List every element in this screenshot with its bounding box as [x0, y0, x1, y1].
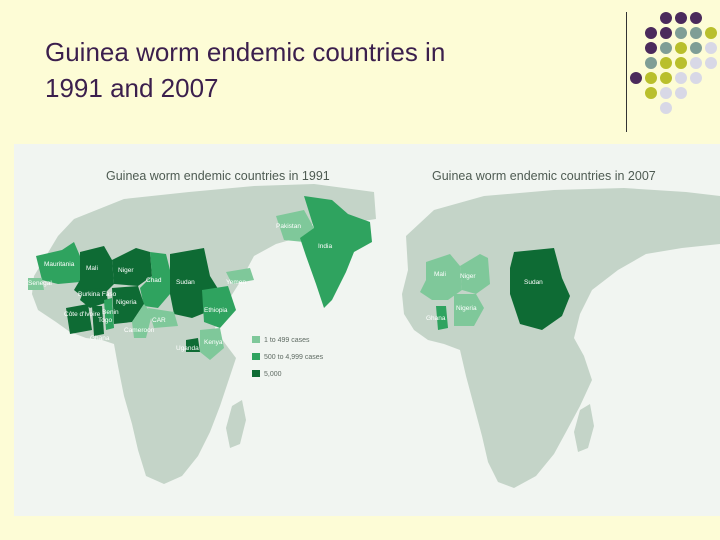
label-cote-divoire: Côte d'Ivoire [64, 311, 101, 318]
country-cameroon-1991 [132, 304, 152, 338]
legend-swatch-3 [252, 370, 260, 377]
legend-1991: 1 to 499 cases 500 to 4,999 cases 5,000 [252, 336, 324, 378]
map-2007: Guinea worm endemic countries in 2007 Ma… [402, 169, 720, 488]
decorative-dot [660, 102, 672, 114]
decorative-dot [645, 72, 657, 84]
country-ghana-2007 [436, 306, 448, 330]
decorative-dot [645, 87, 657, 99]
label-niger: Niger [118, 267, 134, 274]
country-nigeria-2007 [454, 294, 484, 326]
label-uganda: Uganda [176, 345, 199, 352]
decorative-dot [690, 12, 702, 24]
label-nigeria-2007: Nigeria [456, 305, 477, 312]
label-car: CAR [152, 317, 166, 324]
country-mali-2007 [420, 254, 462, 300]
country-mauritania-1991 [36, 242, 80, 284]
label-mauritania: Mauritania [44, 261, 75, 268]
slide-title: Guinea worm endemic countries in 1991 an… [45, 34, 605, 106]
country-kenya-1991 [200, 328, 224, 360]
decorative-dot [705, 42, 717, 54]
decorative-dot [690, 42, 702, 54]
map-1991-title: Guinea worm endemic countries in 1991 [106, 169, 330, 183]
decorative-dot [690, 72, 702, 84]
maps-figure: Guinea worm endemic countries in 1991 [14, 144, 720, 516]
decorative-dot [705, 27, 717, 39]
decorative-dot [660, 72, 672, 84]
map-2007-title: Guinea worm endemic countries in 2007 [432, 169, 656, 183]
decorative-dot [630, 72, 642, 84]
label-sudan: Sudan [176, 279, 195, 286]
country-yemen-1991 [226, 268, 254, 284]
label-nigeria: Nigeria [116, 299, 137, 306]
legend-swatch-1 [252, 336, 260, 343]
label-benin: Benin [102, 309, 119, 316]
country-ghana-1991 [92, 306, 104, 336]
decorative-dot [660, 12, 672, 24]
country-mali-1991 [74, 246, 114, 298]
label-sudan-2007: Sudan [524, 279, 543, 286]
country-sudan-2007 [510, 248, 570, 330]
legend-label-1: 1 to 499 cases [264, 337, 310, 344]
madagascar-1991 [226, 400, 246, 448]
country-india-1991 [300, 196, 372, 308]
label-ethiopia: Ethiopia [204, 307, 228, 314]
country-burkina-1991 [80, 288, 108, 308]
slide-title-line-1: Guinea worm endemic countries in [45, 37, 446, 67]
decorative-dot [675, 57, 687, 69]
label-kenya: Kenya [204, 339, 223, 346]
decorative-dot [675, 87, 687, 99]
decorative-divider [626, 12, 627, 132]
country-ethiopia-1991 [202, 286, 236, 328]
label-mali: Mali [86, 265, 98, 272]
decorative-dot [705, 57, 717, 69]
label-burkina: Burkina Faso [78, 291, 117, 298]
legend-label-3: 5,000 [264, 371, 282, 378]
country-pakistan-1991 [276, 210, 314, 242]
decorative-dot [660, 42, 672, 54]
label-pakistan: Pakistan [276, 223, 301, 230]
label-niger-2007: Niger [460, 273, 476, 280]
country-niger-2007 [460, 254, 490, 294]
decorative-dot [645, 57, 657, 69]
legend-label-2: 500 to 4,999 cases [264, 354, 324, 361]
label-yemen: Yemen [226, 279, 246, 286]
decorative-dot [690, 27, 702, 39]
label-cameroon: Cameroon [124, 327, 155, 334]
decorative-dot [645, 42, 657, 54]
country-nigeria-1991 [112, 286, 144, 324]
decorative-dot [675, 27, 687, 39]
decorative-dot [660, 27, 672, 39]
label-ghana-2007: Ghana [426, 315, 446, 322]
country-chad-1991 [140, 252, 170, 308]
decorative-dot [660, 57, 672, 69]
decorative-dot [675, 72, 687, 84]
label-ghana: Ghana [90, 335, 110, 342]
madagascar-2007 [574, 404, 594, 452]
country-car-1991 [148, 308, 178, 328]
country-senegal-1991 [28, 278, 44, 290]
map-image: Guinea worm endemic countries in 1991 [14, 144, 720, 516]
label-senegal: Senegal [28, 280, 52, 287]
label-togo: Togo [98, 317, 112, 324]
label-mali-2007: Mali [434, 271, 446, 278]
decorative-dot [675, 12, 687, 24]
label-india: India [318, 243, 332, 250]
decorative-dot [660, 87, 672, 99]
decorative-dot [645, 27, 657, 39]
label-chad: Chad [146, 277, 162, 284]
slide-title-line-2: 1991 and 2007 [45, 73, 219, 103]
country-uganda-1991 [186, 338, 200, 352]
legend-swatch-2 [252, 353, 260, 360]
decorative-dot [690, 57, 702, 69]
country-cote-divoire-1991 [66, 304, 92, 334]
country-togo-benin-1991 [104, 298, 114, 330]
decorative-dot [675, 42, 687, 54]
country-niger-1991 [112, 248, 152, 286]
map-1991: Guinea worm endemic countries in 1991 [28, 169, 376, 484]
